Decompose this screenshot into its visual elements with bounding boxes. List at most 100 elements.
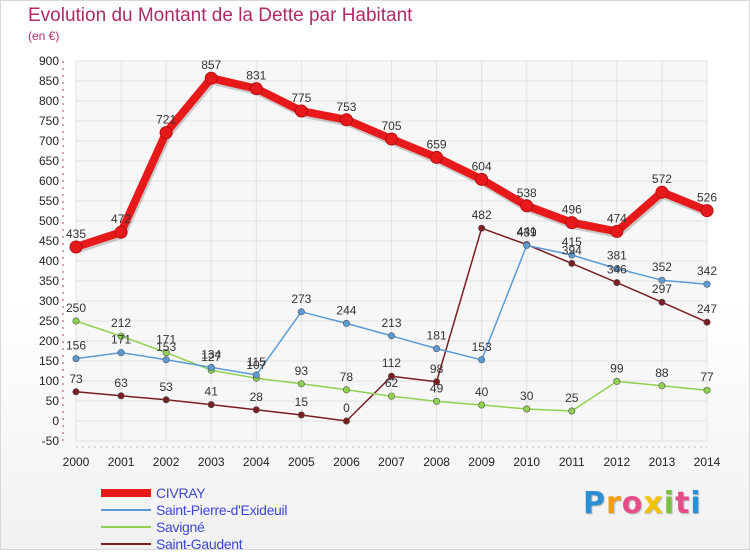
data-label: 604 [472, 159, 492, 173]
data-label: 297 [652, 282, 672, 296]
x-tick-label: 2009 [468, 455, 495, 469]
data-point [342, 319, 350, 327]
chart-unit-label: (en €) [28, 29, 60, 43]
data-point [297, 411, 305, 419]
data-point [342, 386, 350, 394]
data-point [658, 298, 666, 306]
data-point [433, 397, 441, 405]
data-point [207, 363, 215, 371]
data-label: 63 [114, 376, 128, 390]
legend-swatch [101, 489, 151, 497]
y-tick-label: 900 [39, 54, 59, 68]
data-point [387, 372, 395, 380]
data-point [69, 240, 83, 254]
data-label: 115 [247, 355, 266, 369]
data-label: 250 [66, 301, 86, 315]
x-tick-label: 2013 [649, 455, 676, 469]
data-label: 705 [381, 119, 401, 133]
data-label: 213 [381, 316, 401, 330]
logo-letter: i [663, 486, 676, 521]
data-point [523, 405, 531, 413]
x-tick-label: 2005 [288, 455, 315, 469]
data-label: 439 [517, 225, 537, 239]
data-label: 53 [159, 380, 173, 394]
data-point [294, 104, 308, 118]
data-label: 93 [295, 364, 309, 378]
y-tick-label: 350 [39, 274, 59, 288]
legend-label: Saint-Pierre-d'Exideuil [156, 502, 288, 518]
legend-swatch [101, 543, 151, 545]
data-point [297, 308, 305, 316]
data-point [159, 126, 173, 140]
data-point [703, 318, 711, 326]
x-tick-label: 2007 [378, 455, 405, 469]
y-tick-label: 400 [39, 254, 59, 268]
series-lines [69, 71, 714, 425]
data-point [568, 251, 576, 259]
data-point [72, 317, 80, 325]
data-label: 496 [562, 203, 582, 217]
data-label: 474 [607, 211, 627, 225]
data-label: 342 [697, 264, 717, 278]
data-label: 25 [565, 391, 579, 405]
data-point [252, 371, 260, 379]
y-tick-label: 450 [39, 234, 59, 248]
x-tick-label: 2012 [604, 455, 631, 469]
data-label: 73 [69, 372, 83, 386]
x-tick-label: 2000 [63, 455, 90, 469]
data-point [387, 332, 395, 340]
data-point [433, 345, 441, 353]
data-point [114, 225, 128, 239]
data-label: 62 [385, 376, 399, 390]
data-point [700, 204, 714, 218]
data-point [613, 265, 621, 273]
data-label: 659 [427, 137, 447, 151]
data-labels: 73 63 53 41 28 15 0 112 98 482 441 394 346 297 247 250 2… [66, 58, 717, 415]
data-label: 435 [66, 227, 86, 241]
y-tick-label: 150 [39, 354, 59, 368]
data-point [249, 82, 263, 96]
y-tick-label: 200 [39, 334, 59, 348]
data-label: 352 [652, 260, 672, 274]
y-tick-label: 700 [39, 134, 59, 148]
legend-swatch [101, 509, 151, 511]
data-point [478, 356, 486, 364]
data-point [72, 388, 80, 396]
data-label: 77 [700, 370, 714, 384]
data-label: 472 [111, 212, 131, 226]
logo-letter: i [690, 486, 702, 521]
data-label: 156 [66, 339, 86, 353]
data-label: 78 [340, 370, 354, 384]
data-point [655, 185, 669, 199]
chart-title: Evolution du Montant de la Dette par Hab… [28, 5, 413, 26]
x-tick-label: 2002 [153, 455, 180, 469]
data-point [703, 280, 711, 288]
data-label: 112 [382, 356, 401, 370]
data-point [204, 71, 218, 85]
y-tick-label: 850 [39, 74, 59, 88]
logo-letter: P [583, 486, 606, 521]
data-point [297, 380, 305, 388]
data-point [565, 216, 579, 230]
logo-letter: x [643, 486, 664, 521]
data-label: 98 [430, 362, 444, 376]
x-tick-label: 2008 [423, 455, 450, 469]
data-label: 134 [201, 347, 221, 361]
y-tick-label: 550 [39, 194, 59, 208]
data-label: 15 [295, 395, 309, 409]
data-point [658, 276, 666, 284]
data-label: 394 [562, 243, 582, 257]
x-tick-label: 2011 [559, 455, 585, 469]
y-tick-label: 300 [39, 294, 59, 308]
data-point [568, 259, 576, 267]
logo-letter: t [675, 486, 691, 521]
data-label: 28 [250, 390, 264, 404]
y-tick-label: 600 [39, 174, 59, 188]
data-label: 415 [562, 235, 582, 249]
axes: -500501001502002503003504004505005506006… [39, 54, 721, 469]
y-tick-label: 0 [52, 414, 59, 428]
data-label: 41 [205, 385, 219, 399]
x-tick-label: 2010 [513, 455, 540, 469]
